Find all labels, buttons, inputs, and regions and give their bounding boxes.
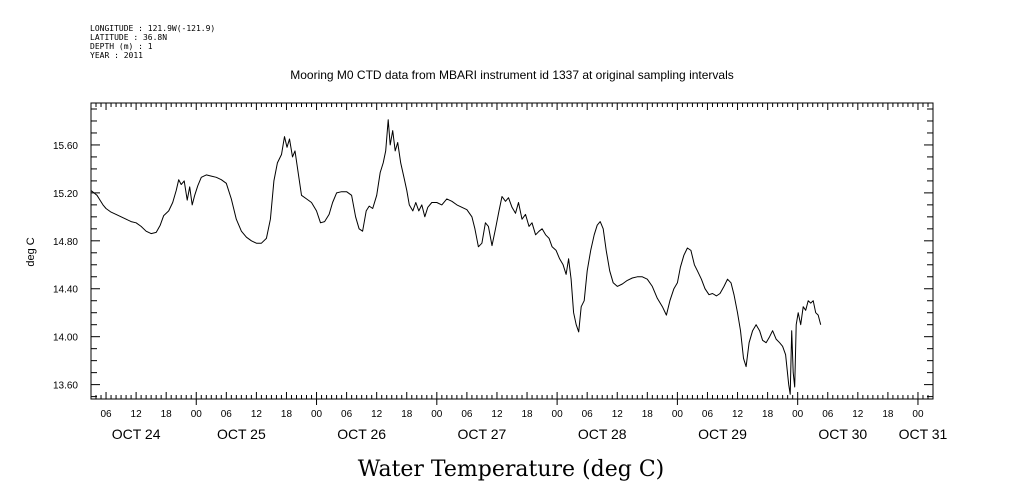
- x-tick-label: 12: [491, 409, 503, 420]
- x-tick-label: 18: [642, 409, 654, 420]
- x-tick-label: 18: [401, 409, 413, 420]
- x-tick-label: 18: [882, 409, 894, 420]
- x-tick-label: 00: [552, 409, 564, 420]
- x-tick-label: 00: [792, 409, 804, 420]
- x-tick-label: 00: [912, 409, 924, 420]
- x-tick-label: 06: [461, 409, 473, 420]
- x-tick-label: 12: [131, 409, 143, 420]
- x-tick-label: 00: [431, 409, 443, 420]
- x-tick-label: 00: [672, 409, 684, 420]
- x-tick-label: 06: [341, 409, 353, 420]
- y-tick-label: 14.40: [53, 285, 78, 296]
- plot-border: [90, 102, 934, 400]
- x-tick-label: 06: [221, 409, 233, 420]
- y-tick-label: 14.00: [53, 333, 78, 344]
- y-tick-label: 14.80: [53, 237, 78, 248]
- x-day-label: OCT 30: [818, 426, 867, 442]
- x-tick-label: 00: [311, 409, 323, 420]
- header-longitude: LONGITUDE : 121.9W(-121.9): [90, 24, 215, 33]
- y-tick-label: 15.60: [53, 141, 78, 152]
- y-tick-labels: 13.60 14.00 14.40 14.80 15.20 15.60: [53, 141, 78, 392]
- x-tick-label: 18: [762, 409, 774, 420]
- x-tick-label: 06: [100, 409, 112, 420]
- axis-ticks: [90, 103, 934, 405]
- x-day-label: OCT 26: [337, 426, 386, 442]
- series-group: [90, 119, 822, 395]
- x-tick-labels: 06 12 18 00 06 12 18 00 06 12 18 00 06 12 18 00 06 12 18 00…: [100, 409, 923, 420]
- x-day-label: OCT 29: [698, 426, 747, 442]
- x-tick-label: 06: [702, 409, 714, 420]
- x-axis-label: Water Temperature (deg C): [358, 457, 665, 482]
- x-tick-label: 12: [612, 409, 624, 420]
- x-tick-label: 12: [251, 409, 263, 420]
- x-tick-label: 00: [191, 409, 203, 420]
- x-tick-label: 18: [281, 409, 293, 420]
- x-day-labels: OCT 24 OCT 25 OCT 26 OCT 27 OCT 28 OCT 29 OCT …: [112, 426, 948, 442]
- x-day-label: OCT 27: [458, 426, 507, 442]
- header-latitude: LATITUDE : 36.8N: [90, 33, 167, 42]
- x-tick-label: 06: [822, 409, 834, 420]
- x-day-label: OCT 25: [217, 426, 266, 442]
- x-tick-label: 12: [371, 409, 383, 420]
- x-tick-label: 06: [582, 409, 594, 420]
- header-year: YEAR : 2011: [90, 51, 143, 60]
- series-line-water-temperature: [90, 119, 822, 395]
- header-depth: DEPTH (m) : 1: [90, 42, 153, 51]
- x-tick-label: 12: [852, 409, 864, 420]
- y-tick-label: 15.20: [53, 189, 78, 200]
- x-day-label: OCT 28: [578, 426, 627, 442]
- x-tick-label: 18: [161, 409, 173, 420]
- x-tick-label: 18: [521, 409, 533, 420]
- x-day-label: OCT 31: [899, 426, 948, 442]
- x-day-label: OCT 24: [112, 426, 161, 442]
- y-tick-label: 13.60: [53, 381, 78, 392]
- plot-frame: [90, 102, 934, 400]
- chart-title: Mooring M0 CTD data from MBARI instrumen…: [290, 68, 734, 82]
- y-axis-label: deg C: [25, 237, 37, 266]
- x-tick-label: 12: [732, 409, 744, 420]
